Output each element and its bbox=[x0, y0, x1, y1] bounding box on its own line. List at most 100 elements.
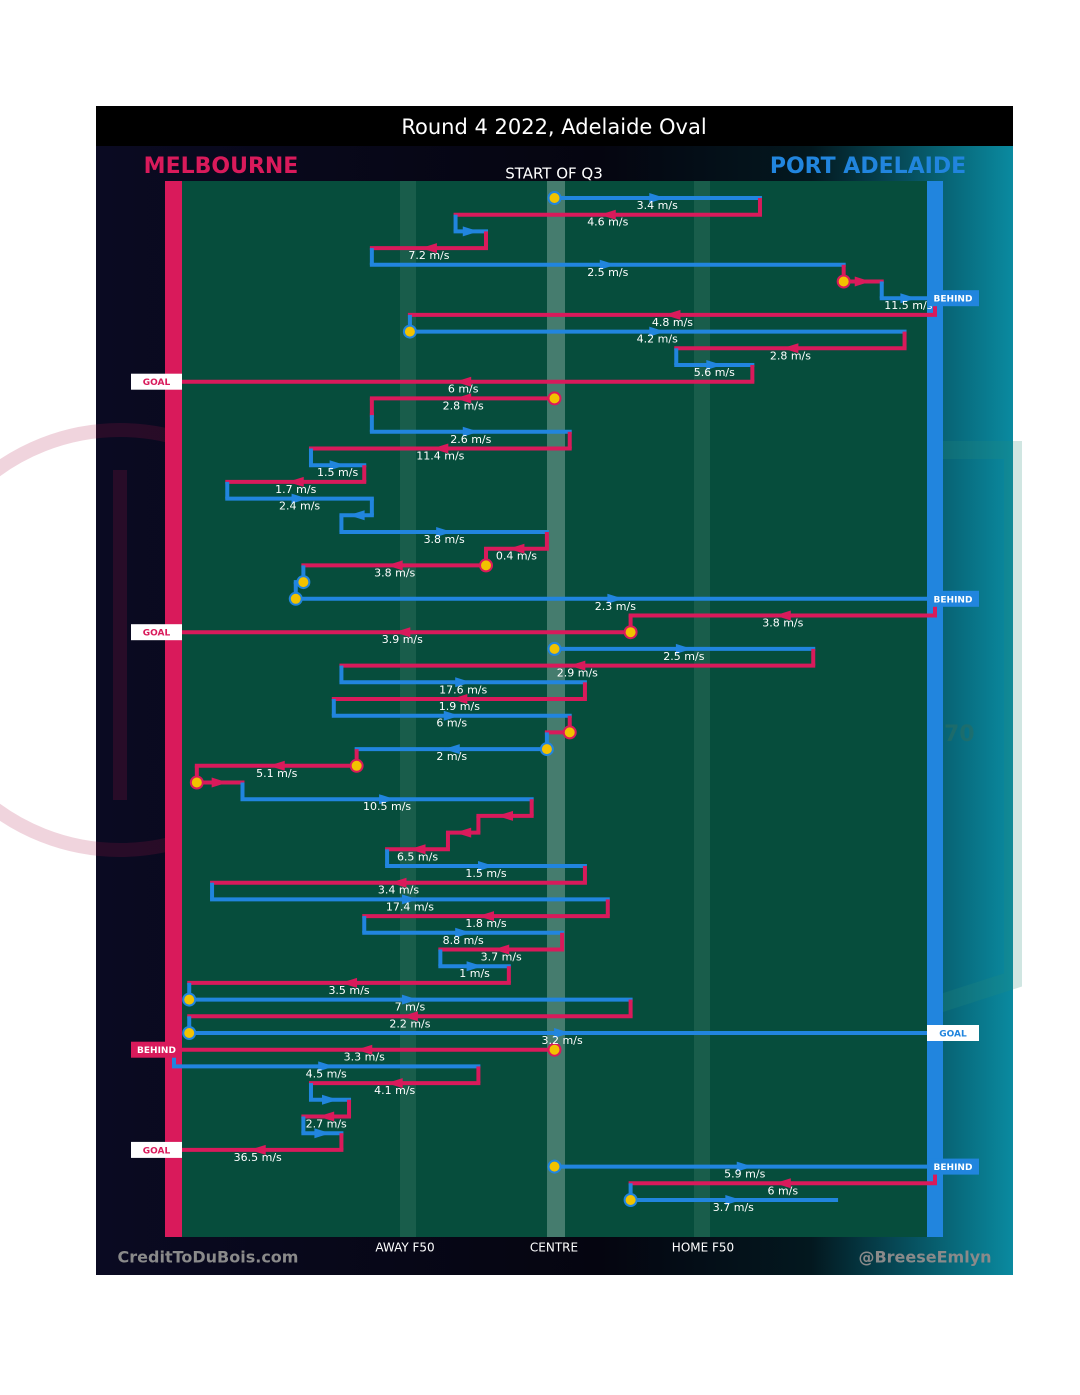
chain-arrow-39 bbox=[409, 844, 426, 855]
speed-label: 3.4 m/s bbox=[637, 199, 678, 212]
chain-start-marker bbox=[623, 625, 638, 640]
chain-arrow-2 bbox=[462, 226, 479, 237]
chain-arrow-42 bbox=[401, 894, 418, 905]
centre-band bbox=[547, 181, 565, 1237]
chain-arrow-50 bbox=[554, 1028, 571, 1038]
event-label: BEHIND bbox=[934, 595, 973, 605]
chain-arrow-24 bbox=[607, 593, 624, 604]
chain-start-marker bbox=[182, 1026, 197, 1040]
chain-arrow-46 bbox=[466, 961, 483, 972]
chain-start-marker bbox=[296, 575, 311, 590]
chain-start-marker bbox=[547, 1159, 562, 1174]
speed-label: 2.8 m/s bbox=[443, 399, 484, 412]
chain-arrow-5 bbox=[854, 276, 871, 287]
chain-arrow-44 bbox=[455, 927, 472, 938]
port-goal-line bbox=[927, 181, 943, 1237]
chain-arrow-29 bbox=[455, 677, 472, 688]
chain-arrow-57 bbox=[249, 1144, 266, 1155]
event-badge bbox=[927, 290, 979, 307]
chain-arrow-41 bbox=[390, 877, 407, 888]
chain-arrow-1 bbox=[599, 209, 616, 220]
chain-start-marker bbox=[182, 992, 197, 1007]
event-badge bbox=[927, 1158, 979, 1175]
chain-arrow-45 bbox=[493, 944, 510, 955]
speed-label: 3.8 m/s bbox=[424, 533, 465, 546]
event-badge bbox=[927, 1025, 979, 1041]
event-label: BEHIND bbox=[934, 295, 973, 305]
chain-arrow-15 bbox=[432, 443, 449, 454]
chart-title: Round 4 2022, Adelaide Oval bbox=[401, 115, 706, 139]
event-badge bbox=[131, 1041, 182, 1058]
speed-label: 4.1 m/s bbox=[374, 1084, 415, 1097]
chain-arrow-53 bbox=[386, 1078, 403, 1089]
chain-arrow-49 bbox=[401, 1011, 418, 1022]
chain-arrow-3 bbox=[420, 243, 437, 254]
speed-label: 7.2 m/s bbox=[408, 249, 449, 262]
event-badge bbox=[131, 1141, 182, 1158]
credit-right: @BreeseEmlyn bbox=[858, 1248, 991, 1267]
speed-label: 6 m/s bbox=[448, 383, 479, 396]
chain-arrow-38 bbox=[455, 827, 472, 838]
speed-label: 6 m/s bbox=[436, 717, 467, 730]
chain-start-marker bbox=[539, 742, 554, 757]
speed-label: 4.6 m/s bbox=[587, 216, 628, 229]
home-f50-band bbox=[694, 181, 710, 1237]
chain-arrow-43 bbox=[478, 911, 495, 922]
speed-label: 4.2 m/s bbox=[637, 333, 678, 346]
chain-arrow-14 bbox=[462, 426, 479, 437]
chain-arrow-9 bbox=[782, 343, 799, 354]
chain-arrow-52 bbox=[318, 1061, 335, 1072]
speed-label: 0.4 m/s bbox=[496, 550, 537, 563]
chain-arrow-20 bbox=[436, 527, 453, 537]
speed-label: 1.5 m/s bbox=[317, 466, 358, 479]
speed-label: 1 m/s bbox=[459, 967, 490, 980]
event-label: GOAL bbox=[143, 1146, 171, 1156]
chain-arrow-54 bbox=[322, 1094, 339, 1105]
speed-label: 4.8 m/s bbox=[652, 316, 693, 329]
chain-arrow-11 bbox=[455, 376, 472, 387]
speed-label: 8.8 m/s bbox=[443, 934, 484, 947]
chain-start-marker bbox=[349, 758, 364, 773]
chain-arrow-58 bbox=[736, 1161, 753, 1172]
chain-arrow-33 bbox=[443, 744, 460, 755]
melbourne-goal-line bbox=[165, 181, 182, 1237]
chain-arrow-34 bbox=[268, 760, 285, 771]
speed-label: 7 m/s bbox=[395, 1001, 426, 1014]
team-right-name: PORT ADELAIDE bbox=[770, 154, 966, 179]
event-badge bbox=[131, 624, 182, 641]
speed-label: 2.7 m/s bbox=[306, 1118, 347, 1131]
speed-labels: 3.4 m/s 4.6 m/s 7.2 m/s 2.5 m/s 11.5 m/s 4.8 … bbox=[234, 199, 933, 1214]
speed-label: 2.5 m/s bbox=[663, 650, 704, 663]
chain-arrow-40 bbox=[478, 861, 495, 871]
event-label: GOAL bbox=[143, 378, 171, 388]
chain-arrow-4 bbox=[599, 259, 616, 270]
speed-label: 2.2 m/s bbox=[389, 1017, 430, 1030]
speed-label: 36.5 m/s bbox=[234, 1151, 282, 1164]
axis-label-home-f50: HOME F50 bbox=[672, 1241, 734, 1255]
chart-subtitle: START OF Q3 bbox=[505, 165, 603, 183]
away-f50-band bbox=[400, 181, 416, 1237]
speed-label: 1.8 m/s bbox=[465, 917, 506, 930]
event-label: GOAL bbox=[939, 1030, 967, 1040]
speed-label: 11.4 m/s bbox=[416, 450, 464, 463]
chain-arrow-55 bbox=[318, 1111, 335, 1122]
chain-start-marker bbox=[189, 775, 204, 790]
speed-label: 3.8 m/s bbox=[374, 566, 415, 579]
start-markers bbox=[182, 191, 851, 1207]
chain-arrow-21 bbox=[508, 543, 525, 554]
chain-arrow-36 bbox=[379, 794, 396, 805]
speed-label: 2.4 m/s bbox=[279, 500, 320, 513]
speed-label: 3.9 m/s bbox=[382, 633, 423, 646]
speed-label: 1.9 m/s bbox=[439, 700, 480, 713]
speed-label: 3.5 m/s bbox=[328, 984, 369, 997]
speed-label: 3.3 m/s bbox=[344, 1051, 385, 1064]
speed-label: 4.5 m/s bbox=[306, 1067, 347, 1080]
speed-label: 6 m/s bbox=[767, 1184, 798, 1197]
speed-label: 6.5 m/s bbox=[397, 850, 438, 863]
chain-arrow-10 bbox=[706, 360, 723, 370]
title-bar bbox=[96, 106, 1013, 146]
chain-start-marker bbox=[623, 1193, 638, 1207]
speed-label: 5.6 m/s bbox=[694, 366, 735, 379]
speed-label: 2.8 m/s bbox=[770, 349, 811, 362]
credit-left: CreditToDuBois.com bbox=[118, 1248, 299, 1267]
